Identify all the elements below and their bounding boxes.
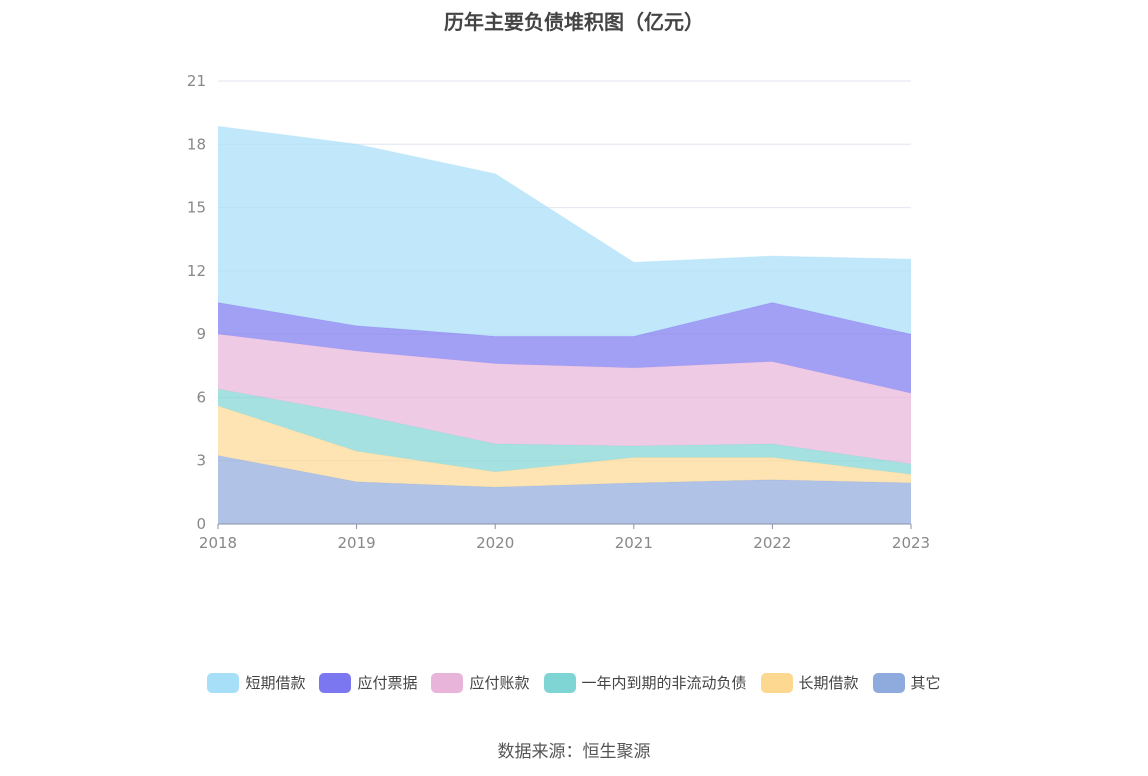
area-series-0 bbox=[218, 455, 911, 524]
legend-item[interactable]: 长期借款 bbox=[760, 672, 859, 693]
y-tick-label: 21 bbox=[187, 72, 206, 90]
x-tick-label: 2022 bbox=[753, 534, 791, 552]
legend-swatch bbox=[760, 672, 793, 693]
x-tick-label: 2021 bbox=[615, 534, 653, 552]
area-series-5 bbox=[218, 126, 911, 337]
y-tick-label: 15 bbox=[187, 199, 206, 217]
legend-item[interactable]: 其它 bbox=[872, 672, 941, 693]
legend-swatch bbox=[319, 672, 352, 693]
y-tick-label: 3 bbox=[196, 452, 206, 470]
y-tick-label: 12 bbox=[187, 262, 206, 280]
y-tick-label: 6 bbox=[196, 388, 206, 406]
y-tick-label: 9 bbox=[196, 325, 206, 343]
x-tick-label: 2018 bbox=[199, 534, 237, 552]
legend-item[interactable]: 一年内到期的非流动负债 bbox=[543, 672, 747, 693]
legend: 短期借款 应付票据 应付账款 一年内到期的非流动负债 长期借款 其它 bbox=[0, 672, 1148, 693]
legend-swatch bbox=[431, 672, 464, 693]
stacked-area-chart: 0 3 6 9 12 15 18 21 2018 2019 2020 2021 2022 2023 bbox=[187, 72, 930, 552]
area-series-edge-5 bbox=[217, 125, 912, 263]
x-tick-label: 2019 bbox=[338, 534, 376, 552]
y-tick-label: 0 bbox=[196, 515, 206, 533]
area-series-4 bbox=[218, 302, 911, 394]
legend-label: 应付票据 bbox=[357, 674, 418, 692]
data-source-note: 数据来源：恒生聚源 bbox=[497, 742, 651, 762]
x-tick-label: 2020 bbox=[476, 534, 514, 552]
y-tick-label: 18 bbox=[187, 135, 206, 153]
legend-label: 应付账款 bbox=[469, 674, 530, 692]
axes: 0 3 6 9 12 15 18 21 2018 2019 2020 2021 2022 2023 bbox=[187, 72, 930, 552]
area-series bbox=[217, 125, 912, 524]
legend-swatch bbox=[207, 672, 240, 693]
area-series-1 bbox=[218, 405, 911, 488]
legend-item[interactable]: 应付票据 bbox=[319, 672, 417, 693]
legend-label: 短期借款 bbox=[245, 674, 306, 692]
legend-item[interactable]: 应付账款 bbox=[431, 672, 530, 693]
x-tick-label: 2023 bbox=[892, 534, 930, 552]
legend-label: 其它 bbox=[910, 674, 941, 692]
area-series-2 bbox=[218, 388, 911, 475]
legend-item[interactable]: 短期借款 bbox=[207, 672, 305, 693]
chart-title: 历年主要负债堆积图（亿元） bbox=[444, 10, 704, 34]
legend-swatch bbox=[543, 672, 576, 693]
legend-swatch bbox=[872, 672, 905, 693]
legend-label: 一年内到期的非流动负债 bbox=[581, 674, 747, 692]
area-series-3 bbox=[218, 334, 911, 464]
legend-label: 长期借款 bbox=[798, 674, 859, 692]
